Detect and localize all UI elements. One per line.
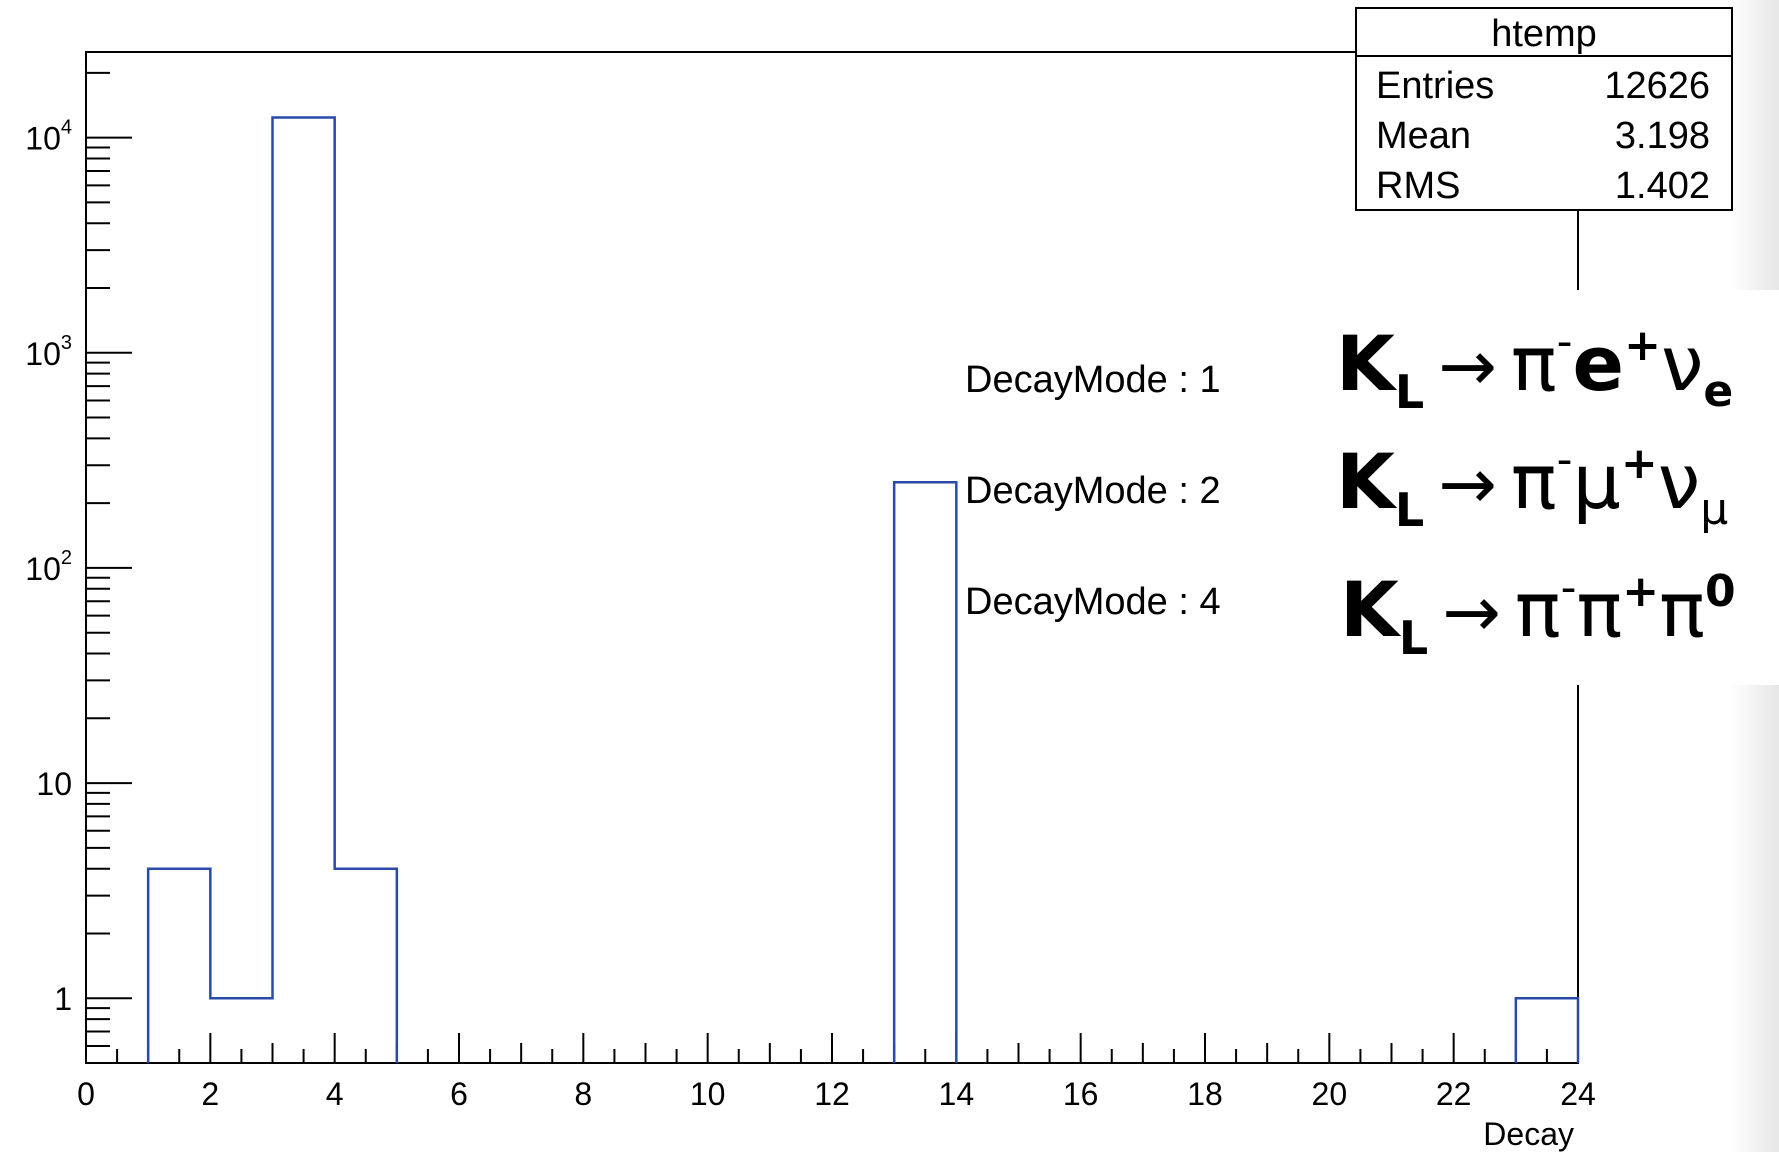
- x-tick-label: 4: [326, 1076, 344, 1112]
- stats-mean-value: 3.198: [1615, 115, 1710, 157]
- x-tick-label: 6: [450, 1076, 468, 1112]
- decay-mode-label-2: DecayMode : 2: [965, 470, 1221, 512]
- decay-formula-2: KL → π-μ+νμ: [1336, 434, 1728, 537]
- x-tick-label: 12: [814, 1076, 850, 1112]
- stats-mean-label: Mean: [1376, 115, 1471, 157]
- stats-rms-label: RMS: [1376, 165, 1460, 207]
- x-tick-label: 20: [1312, 1076, 1348, 1112]
- decay-mode-label-1: DecayMode : 1: [965, 359, 1221, 401]
- x-tick-label: 2: [201, 1076, 219, 1112]
- x-tick-label: 16: [1063, 1076, 1099, 1112]
- x-tick-label: 14: [939, 1076, 975, 1112]
- x-tick-label: 24: [1560, 1076, 1596, 1112]
- y-tick-label: 103: [25, 332, 72, 372]
- stats-box: htemp Entries 12626 Mean 3.198 RMS 1.402: [1355, 7, 1733, 211]
- x-tick-label: 10: [690, 1076, 726, 1112]
- decay-formula-4: KL → π-π+π0: [1340, 562, 1736, 665]
- x-tick-label: 0: [77, 1076, 95, 1112]
- decay-formula-1: KL → π-e+νe: [1336, 316, 1733, 419]
- stats-title: htemp: [1491, 13, 1597, 55]
- y-tick-label: 10: [36, 766, 72, 802]
- x-tick-label: 22: [1436, 1076, 1472, 1112]
- stats-rms-value: 1.402: [1615, 165, 1710, 207]
- y-tick-label: 1: [54, 981, 72, 1017]
- formula-panel: [1305, 290, 1779, 685]
- stats-entries-value: 12626: [1604, 65, 1710, 107]
- x-tick-label: 18: [1187, 1076, 1223, 1112]
- y-tick-labels: 1 10 102 103 104: [25, 117, 72, 1018]
- y-tick-label: 102: [25, 547, 72, 587]
- y-tick-label: 104: [25, 117, 72, 157]
- decay-mode-label-4: DecayMode : 4: [965, 581, 1221, 623]
- x-tick-labels: 0 2 4 6 8 10 12 14 16 18 20 22 24: [77, 1076, 1596, 1112]
- x-axis-label: Decay: [1483, 1116, 1574, 1152]
- axis-ticks: [85, 71, 1579, 1064]
- histogram-series: [146, 116, 1580, 1063]
- x-tick-label: 8: [574, 1076, 592, 1112]
- stats-entries-label: Entries: [1376, 65, 1494, 107]
